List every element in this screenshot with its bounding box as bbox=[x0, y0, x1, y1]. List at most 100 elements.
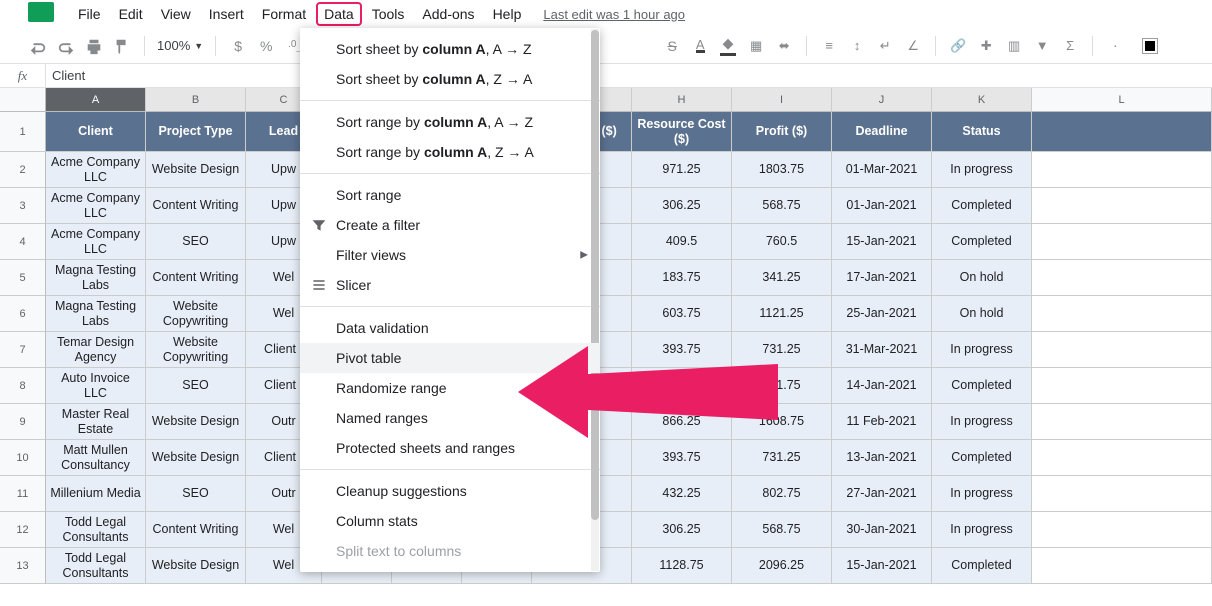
row-header-8[interactable]: 8 bbox=[0, 368, 46, 404]
cell[interactable]: Matt Mullen Consultancy bbox=[46, 440, 146, 476]
menu-data[interactable]: Data bbox=[316, 2, 362, 26]
cell[interactable]: 393.75 bbox=[632, 440, 732, 476]
rotate-icon[interactable]: ∠ bbox=[903, 36, 923, 56]
cell[interactable]: Website Design bbox=[146, 404, 246, 440]
cell[interactable]: SEO bbox=[146, 368, 246, 404]
row-header-12[interactable]: 12 bbox=[0, 512, 46, 548]
chart-icon[interactable]: ▥ bbox=[1004, 36, 1024, 56]
filter-icon[interactable]: ▼ bbox=[1032, 36, 1052, 56]
cell[interactable]: Website Design bbox=[146, 440, 246, 476]
valign-icon[interactable]: ↕ bbox=[847, 36, 867, 56]
cell[interactable]: Website Copywriting bbox=[146, 332, 246, 368]
column-header-A[interactable]: A bbox=[46, 88, 146, 112]
zoom-select[interactable]: 100%▼ bbox=[157, 38, 203, 53]
column-header-L[interactable]: L bbox=[1032, 88, 1212, 112]
menu-item[interactable]: Sort range by column A, Z → A bbox=[300, 137, 600, 167]
cell[interactable] bbox=[1032, 188, 1212, 224]
cell[interactable]: Content Writing bbox=[146, 188, 246, 224]
column-header-K[interactable]: K bbox=[932, 88, 1032, 112]
cell[interactable] bbox=[1032, 548, 1212, 584]
cell[interactable] bbox=[1032, 260, 1212, 296]
cell[interactable]: 01-Jan-2021 bbox=[832, 188, 932, 224]
cell[interactable]: Content Writing bbox=[146, 260, 246, 296]
cell[interactable]: 568.75 bbox=[732, 188, 832, 224]
row-header-5[interactable]: 5 bbox=[0, 260, 46, 296]
cell[interactable]: 306.25 bbox=[632, 512, 732, 548]
redo-icon[interactable] bbox=[56, 36, 76, 56]
select-all-corner[interactable] bbox=[0, 88, 46, 112]
menu-item[interactable]: Sort sheet by column A, Z → A bbox=[300, 64, 600, 94]
cell[interactable]: 17-Jan-2021 bbox=[832, 260, 932, 296]
cell[interactable]: 760.5 bbox=[732, 224, 832, 260]
cell[interactable]: Website Copywriting bbox=[146, 296, 246, 332]
cell[interactable]: Website Design bbox=[146, 152, 246, 188]
menu-item[interactable]: Cleanup suggestions bbox=[300, 476, 600, 506]
cell[interactable]: In progress bbox=[932, 152, 1032, 188]
header-cell[interactable] bbox=[1032, 112, 1212, 152]
cell[interactable] bbox=[1032, 368, 1212, 404]
cell[interactable]: On hold bbox=[932, 296, 1032, 332]
menu-item[interactable]: Sort sheet by column A, A → Z bbox=[300, 34, 600, 64]
cell[interactable]: 183.75 bbox=[632, 260, 732, 296]
row-header-4[interactable]: 4 bbox=[0, 224, 46, 260]
undo-icon[interactable] bbox=[28, 36, 48, 56]
menu-item[interactable]: Sort range by column A, A → Z bbox=[300, 107, 600, 137]
cell[interactable]: Content Writing bbox=[146, 512, 246, 548]
cell[interactable]: SEO bbox=[146, 224, 246, 260]
cell[interactable]: 27-Jan-2021 bbox=[832, 476, 932, 512]
cell[interactable]: Master Real Estate bbox=[46, 404, 146, 440]
row-header-9[interactable]: 9 bbox=[0, 404, 46, 440]
row-header-1[interactable]: 1 bbox=[0, 112, 46, 152]
cell[interactable]: 971.75 bbox=[732, 368, 832, 404]
halign-icon[interactable]: ≡ bbox=[819, 36, 839, 56]
cell[interactable]: Temar Design Agency bbox=[46, 332, 146, 368]
cell[interactable]: 731.25 bbox=[732, 440, 832, 476]
column-header-J[interactable]: J bbox=[832, 88, 932, 112]
header-cell[interactable]: Project Type bbox=[146, 112, 246, 152]
cell[interactable]: 01-Mar-2021 bbox=[832, 152, 932, 188]
merge-icon[interactable]: ⬌ bbox=[774, 36, 794, 56]
row-header-7[interactable]: 7 bbox=[0, 332, 46, 368]
cell[interactable]: Completed bbox=[932, 440, 1032, 476]
menu-add-ons[interactable]: Add-ons bbox=[414, 2, 482, 26]
cell[interactable]: 11 Feb-2021 bbox=[832, 404, 932, 440]
print-icon[interactable] bbox=[84, 36, 104, 56]
menu-tools[interactable]: Tools bbox=[364, 2, 413, 26]
cell[interactable]: 341.25 bbox=[732, 260, 832, 296]
cell[interactable] bbox=[1032, 296, 1212, 332]
percent-icon[interactable]: % bbox=[256, 36, 276, 56]
paint-format-icon[interactable] bbox=[112, 36, 132, 56]
cell[interactable]: 971.25 bbox=[632, 152, 732, 188]
cell[interactable]: Completed bbox=[932, 188, 1032, 224]
more-icon[interactable]: ㆍ bbox=[1105, 36, 1125, 56]
menu-item[interactable]: Sort range bbox=[300, 180, 600, 210]
cell[interactable]: 2096.25 bbox=[732, 548, 832, 584]
menu-item[interactable]: Filter views▶ bbox=[300, 240, 600, 270]
cell[interactable]: 568.75 bbox=[732, 512, 832, 548]
row-header-11[interactable]: 11 bbox=[0, 476, 46, 512]
text-color-icon[interactable]: A bbox=[690, 36, 710, 56]
cell[interactable]: 731.25 bbox=[732, 332, 832, 368]
cell[interactable]: On hold bbox=[932, 260, 1032, 296]
cell[interactable]: 393.75 bbox=[632, 332, 732, 368]
cell[interactable]: 1121.25 bbox=[732, 296, 832, 332]
cell[interactable]: 1128.75 bbox=[632, 548, 732, 584]
cell[interactable]: Completed bbox=[932, 368, 1032, 404]
cell[interactable]: 603.75 bbox=[632, 296, 732, 332]
cell[interactable] bbox=[1032, 224, 1212, 260]
cell[interactable]: 14-Jan-2021 bbox=[832, 368, 932, 404]
menu-help[interactable]: Help bbox=[485, 2, 530, 26]
cell[interactable]: 802.75 bbox=[732, 476, 832, 512]
menu-item[interactable]: Named ranges bbox=[300, 403, 600, 433]
fill-color-icon[interactable] bbox=[718, 36, 738, 56]
last-edit-link[interactable]: Last edit was 1 hour ago bbox=[543, 7, 685, 22]
row-header-10[interactable]: 10 bbox=[0, 440, 46, 476]
theme-swatch[interactable] bbox=[1143, 39, 1157, 53]
cell[interactable]: 13-Jan-2021 bbox=[832, 440, 932, 476]
header-cell[interactable]: Resource Cost ($) bbox=[632, 112, 732, 152]
menu-insert[interactable]: Insert bbox=[201, 2, 252, 26]
cell[interactable] bbox=[1032, 332, 1212, 368]
cell[interactable]: 306.25 bbox=[632, 188, 732, 224]
menu-edit[interactable]: Edit bbox=[111, 2, 151, 26]
row-header-2[interactable]: 2 bbox=[0, 152, 46, 188]
